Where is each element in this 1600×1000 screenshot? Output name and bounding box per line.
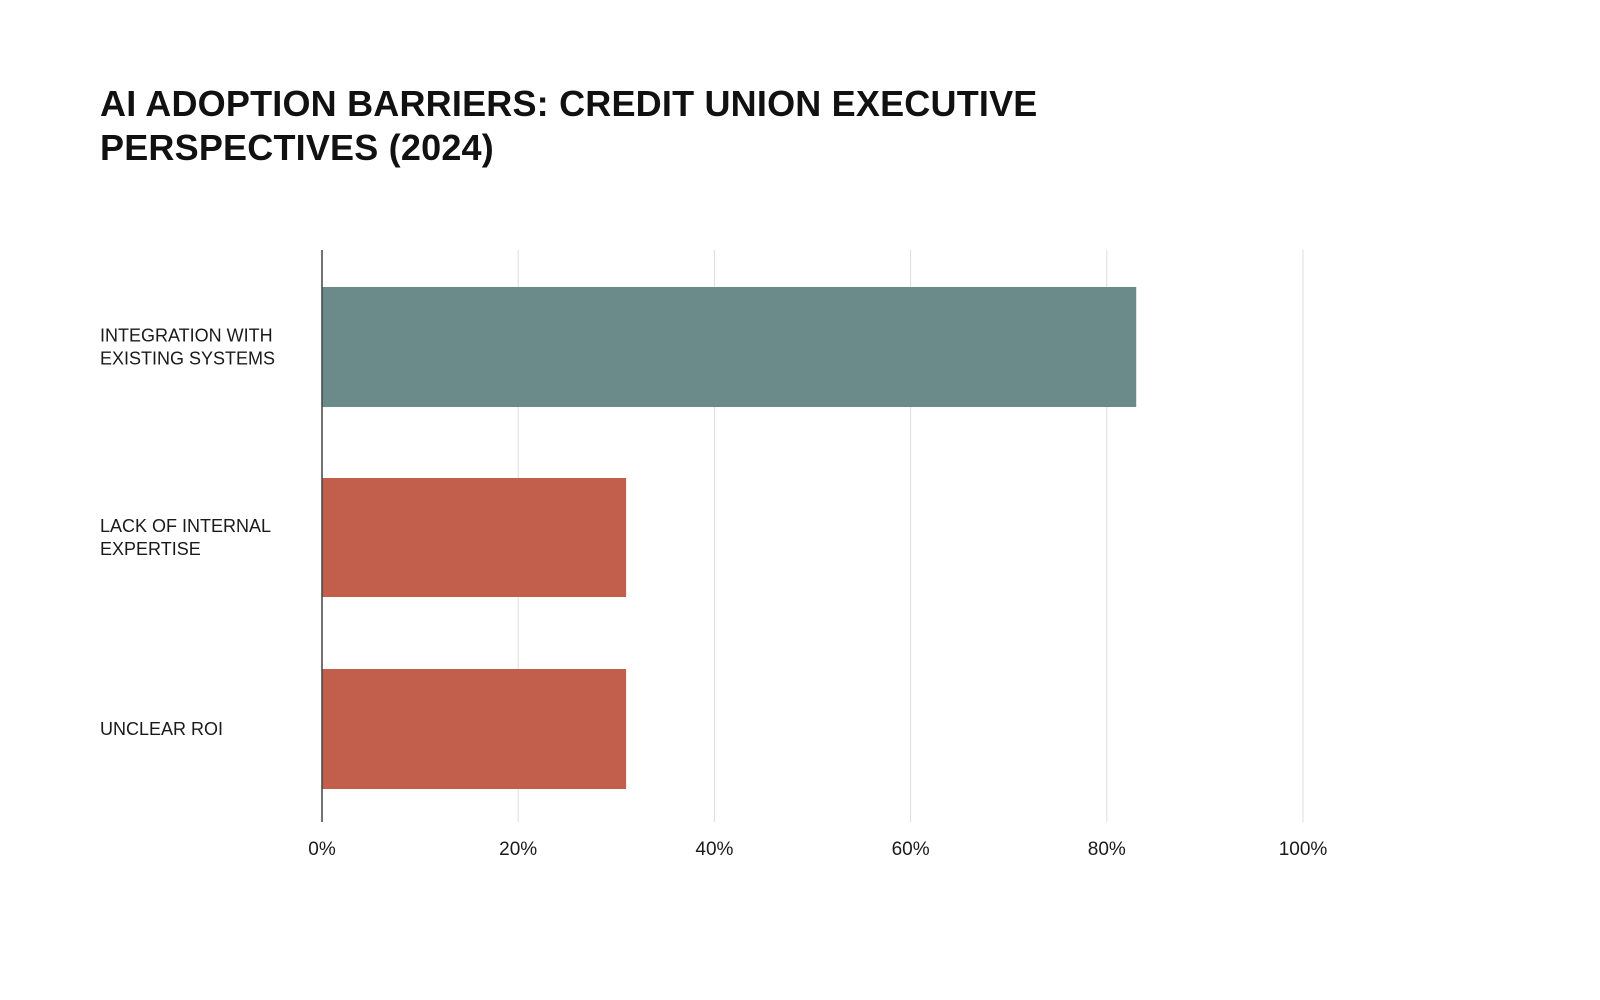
x-tick-label-80: 80% (1088, 839, 1126, 860)
category-label-1-0: LACK OF INTERNAL (100, 516, 271, 536)
category-label-1-1: EXPERTISE (100, 539, 201, 559)
category-label-2-0: UNCLEAR ROI (100, 719, 223, 739)
chart-title: AI ADOPTION BARRIERS: CREDIT UNION EXECU… (100, 83, 1038, 168)
x-tick-label-0: 0% (308, 839, 336, 860)
bar-2 (322, 669, 627, 789)
x-tick-label-100: 100% (1279, 839, 1328, 860)
bar-0 (322, 287, 1137, 407)
x-tick-label-20: 20% (499, 839, 537, 860)
x-tick-label-60: 60% (892, 839, 930, 860)
bar-1 (322, 478, 627, 597)
category-label-0-0: INTEGRATION WITH (100, 326, 273, 346)
x-tick-label-40: 40% (695, 839, 733, 860)
category-label-0-1: EXISTING SYSTEMS (100, 349, 275, 369)
